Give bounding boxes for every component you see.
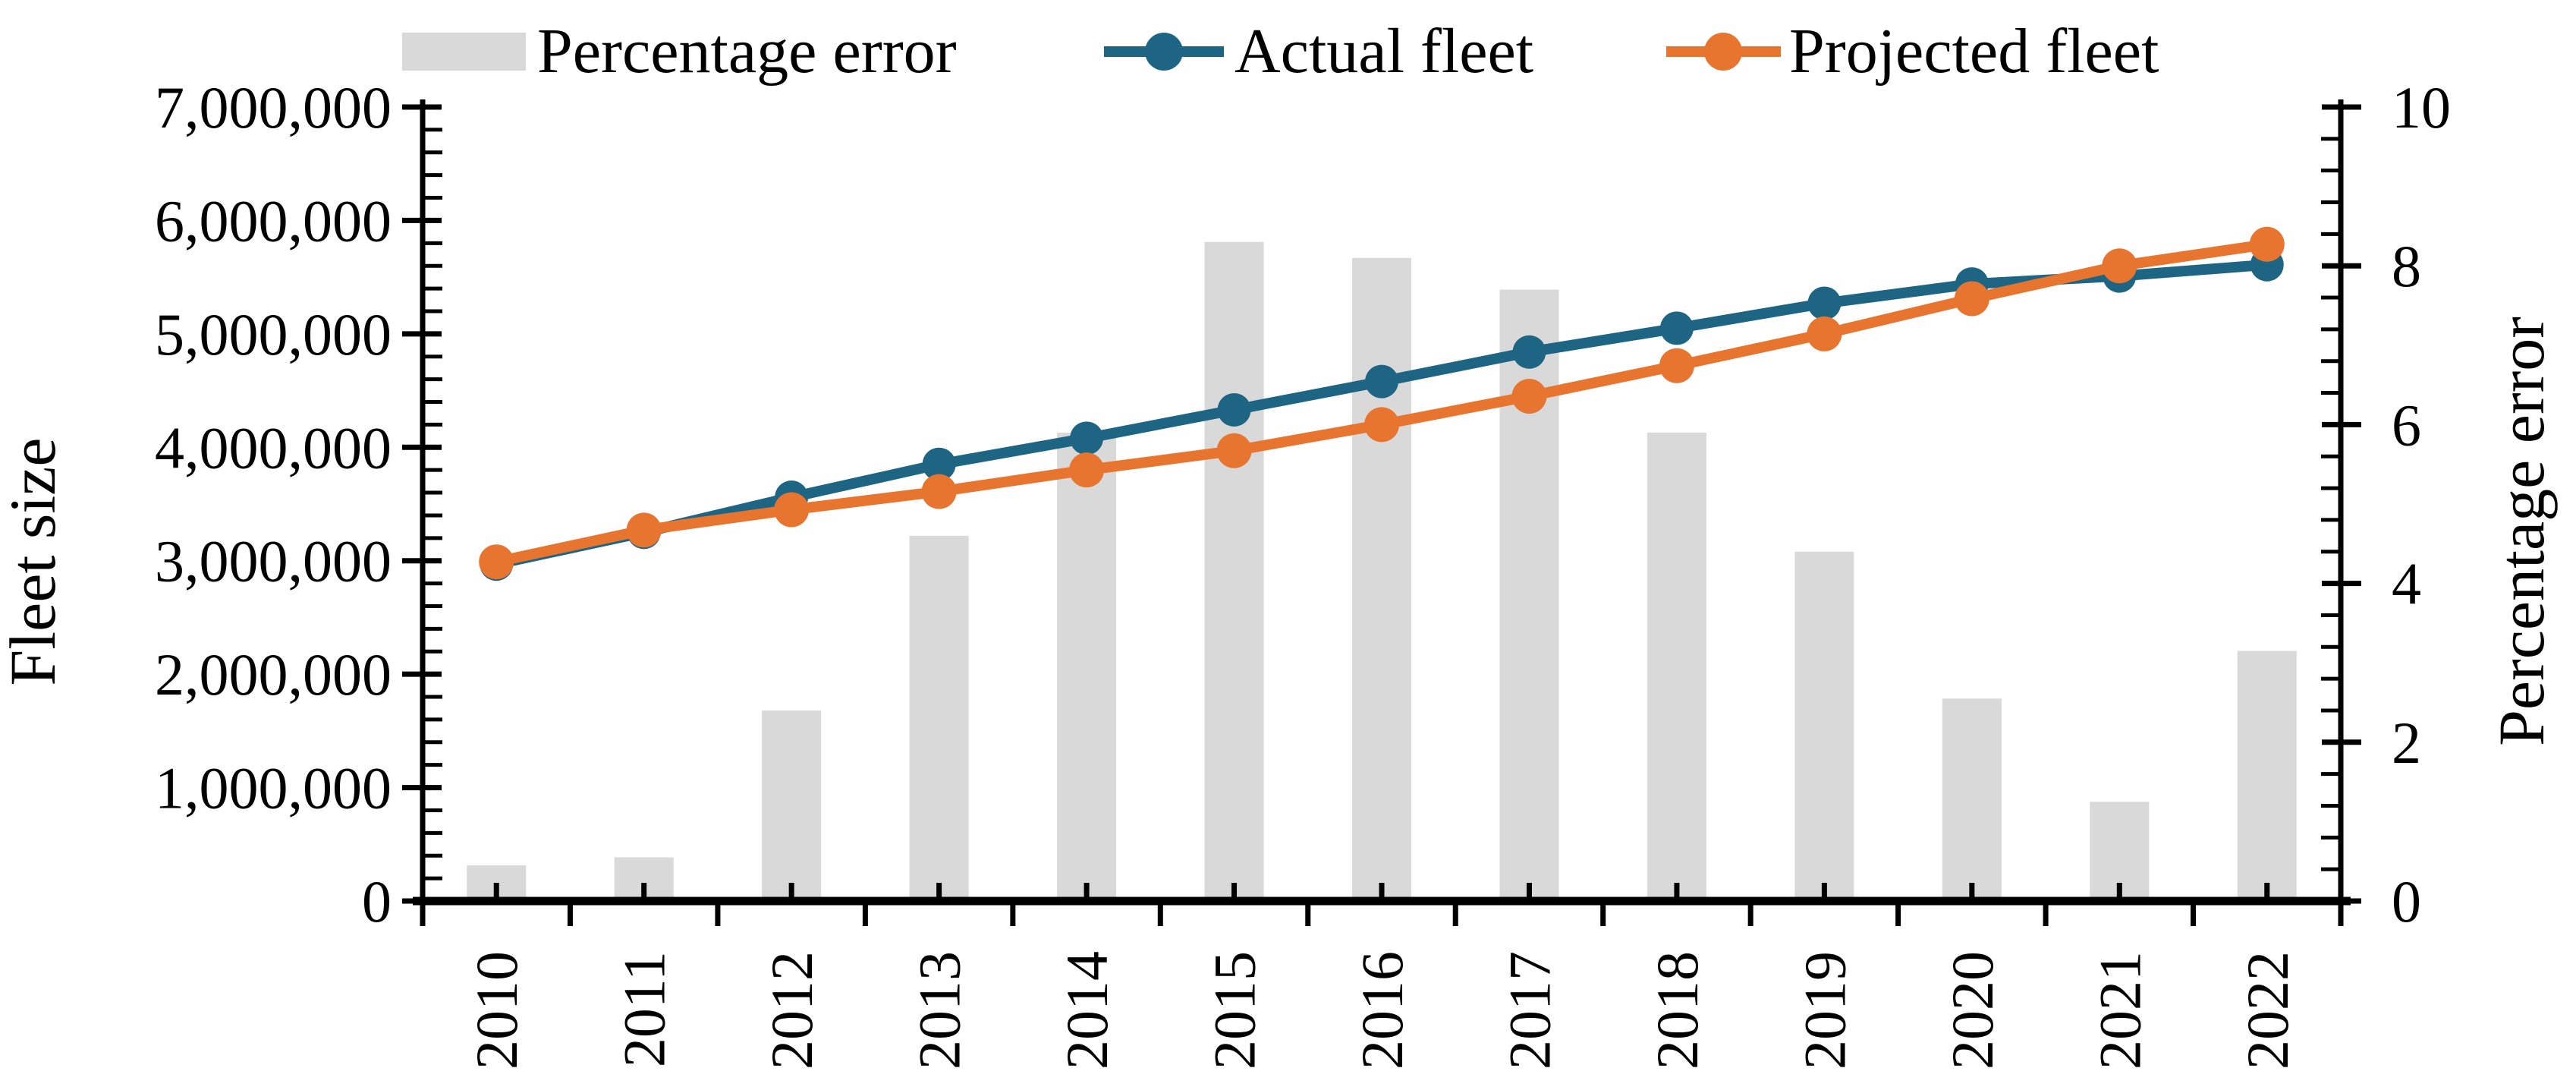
actual-fleet-marker-2014 <box>1070 421 1104 455</box>
right-tick-label: 0 <box>2392 868 2421 934</box>
x-tick-label-2013: 2013 <box>907 951 973 1070</box>
x-tick-label-2017: 2017 <box>1496 951 1562 1070</box>
x-tick-label-2014: 2014 <box>1054 951 1120 1070</box>
left-tick-label: 6,000,000 <box>155 187 392 254</box>
projected-fleet-marker-2019 <box>1807 316 1842 351</box>
error-bar-2019 <box>1794 551 1854 901</box>
x-tick-label-2016: 2016 <box>1349 951 1415 1070</box>
error-bar-2014 <box>1057 432 1117 901</box>
projected-fleet-marker-2020 <box>1954 281 1989 317</box>
x-tick-label-2021: 2021 <box>2087 951 2153 1070</box>
left-tick-label: 4,000,000 <box>155 414 392 480</box>
x-tick-label-2012: 2012 <box>759 951 825 1070</box>
error-bar-2013 <box>909 535 969 901</box>
x-tick-label-2019: 2019 <box>1791 951 1857 1070</box>
x-tick-label-2010: 2010 <box>464 951 530 1070</box>
projected-fleet-marker-2011 <box>626 512 662 548</box>
fleet-lines <box>479 226 2285 581</box>
actual-fleet-marker-2015 <box>1217 392 1251 427</box>
left-tick-label: 3,000,000 <box>155 528 392 594</box>
projected-fleet-marker-2010 <box>479 544 514 580</box>
actual-fleet-marker-2013 <box>922 447 956 481</box>
left-axis-title: Fleet size <box>0 437 69 685</box>
projected-fleet-marker-2015 <box>1216 433 1252 468</box>
projected-fleet-marker-2021 <box>2102 248 2137 284</box>
error-bar-2012 <box>762 710 822 901</box>
error-bar-2022 <box>2237 651 2297 901</box>
x-tick-label-2018: 2018 <box>1644 951 1710 1070</box>
projected-fleet-marker-2022 <box>2249 226 2285 262</box>
right-tick-label: 2 <box>2392 710 2421 776</box>
error-bar-2018 <box>1647 432 1706 901</box>
right-tick-label: 6 <box>2392 392 2421 458</box>
legend-label-actual-fleet: Actual fleet <box>1235 16 1533 87</box>
axis-tick-labels: 0 1,000,000 2,000,000 3,000,000 4,000,000 5,0… <box>155 74 2451 1070</box>
legend-projected-fleet-marker-icon <box>1666 33 1781 71</box>
x-tick-label-2022: 2022 <box>2235 951 2301 1070</box>
projected-fleet-marker-2014 <box>1069 452 1105 488</box>
actual-fleet-marker-2019 <box>1807 286 1842 320</box>
legend: Percentage error Actual fleet Projected … <box>402 16 2159 87</box>
error-bar-2016 <box>1352 257 1411 901</box>
projected-fleet-marker-2013 <box>921 474 957 509</box>
actual-fleet-marker-2016 <box>1365 364 1398 399</box>
percentage-error-bars <box>467 241 2297 902</box>
actual-fleet-marker-2017 <box>1512 335 1546 369</box>
left-tick-label: 5,000,000 <box>155 301 392 367</box>
projected-fleet-marker-2017 <box>1511 379 1547 414</box>
legend-label-percentage-error: Percentage error <box>537 16 957 87</box>
x-tick-label-2011: 2011 <box>612 951 678 1067</box>
legend-bar-swatch <box>402 33 526 71</box>
axis-spines <box>413 99 2351 906</box>
right-tick-label: 4 <box>2392 551 2421 617</box>
error-bar-2020 <box>1942 698 2002 901</box>
left-tick-label: 0 <box>362 868 392 934</box>
left-tick-label: 2,000,000 <box>155 641 392 707</box>
x-tick-label-2015: 2015 <box>1202 951 1268 1070</box>
projected-fleet-marker-2018 <box>1659 348 1694 383</box>
right-tick-label: 8 <box>2392 233 2421 299</box>
actual-fleet-marker-2018 <box>1659 311 1694 345</box>
legend-actual-fleet-marker-icon <box>1104 33 1224 71</box>
left-tick-label: 7,000,000 <box>155 74 392 140</box>
projected-fleet-marker-2012 <box>774 492 810 528</box>
projected-fleet-marker-2016 <box>1364 407 1399 443</box>
x-tick-label-2020: 2020 <box>1939 951 2005 1070</box>
error-bar-2015 <box>1204 241 1264 901</box>
right-axis-title: Percentage error <box>2485 317 2558 746</box>
legend-label-projected-fleet: Projected fleet <box>1789 16 2159 87</box>
right-tick-label: 10 <box>2392 74 2451 140</box>
left-tick-label: 1,000,000 <box>155 755 392 821</box>
